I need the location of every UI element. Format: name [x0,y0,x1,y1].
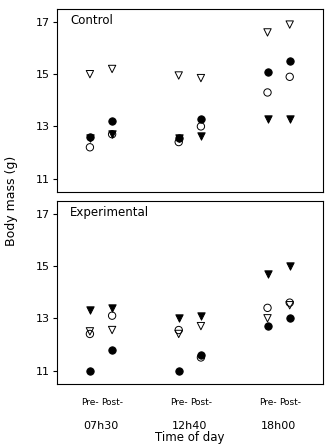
Point [198,132,203,139]
Point [265,29,270,36]
Point [265,270,270,277]
Point [265,315,270,322]
Text: 18h00: 18h00 [261,421,296,431]
Text: Experimental: Experimental [70,206,149,219]
Point [265,322,270,330]
Point [176,139,181,146]
Point [110,346,115,353]
Text: Pre-: Pre- [170,398,187,407]
Point [110,131,115,138]
Text: Time of day: Time of day [155,431,224,444]
Point [287,21,292,28]
Point [176,72,181,79]
Point [176,315,181,322]
Point [87,307,93,314]
Point [176,330,181,338]
Point [265,115,270,122]
Point [287,58,292,65]
Text: 12h40: 12h40 [172,421,207,431]
Point [198,312,203,319]
Point [110,118,115,125]
Point [176,135,181,142]
Point [265,89,270,96]
Point [198,354,203,361]
Text: 07h30: 07h30 [83,421,119,431]
Point [176,367,181,374]
Point [287,73,292,80]
Point [110,66,115,73]
Point [287,115,292,122]
Point [198,123,203,130]
Text: Pre-: Pre- [259,398,276,407]
Point [287,301,292,309]
Point [110,131,115,138]
Point [87,144,93,151]
Point [87,70,93,78]
Text: Post-: Post- [279,398,301,407]
Point [110,312,115,319]
Point [265,68,270,75]
Point [87,133,93,140]
Point [110,304,115,311]
Point [198,351,203,359]
Point [87,330,93,338]
Point [176,135,181,142]
Text: Post-: Post- [101,398,123,407]
Point [265,304,270,311]
Text: Post-: Post- [190,398,212,407]
Text: Control: Control [70,14,113,27]
Point [110,326,115,334]
Point [198,115,203,122]
Point [287,299,292,306]
Point [176,326,181,334]
Text: Pre-: Pre- [81,398,99,407]
Point [87,328,93,335]
Point [198,322,203,330]
Point [287,315,292,322]
Point [87,367,93,374]
Text: Body mass (g): Body mass (g) [5,156,18,246]
Point [287,263,292,270]
Point [198,74,203,82]
Point [87,135,93,142]
